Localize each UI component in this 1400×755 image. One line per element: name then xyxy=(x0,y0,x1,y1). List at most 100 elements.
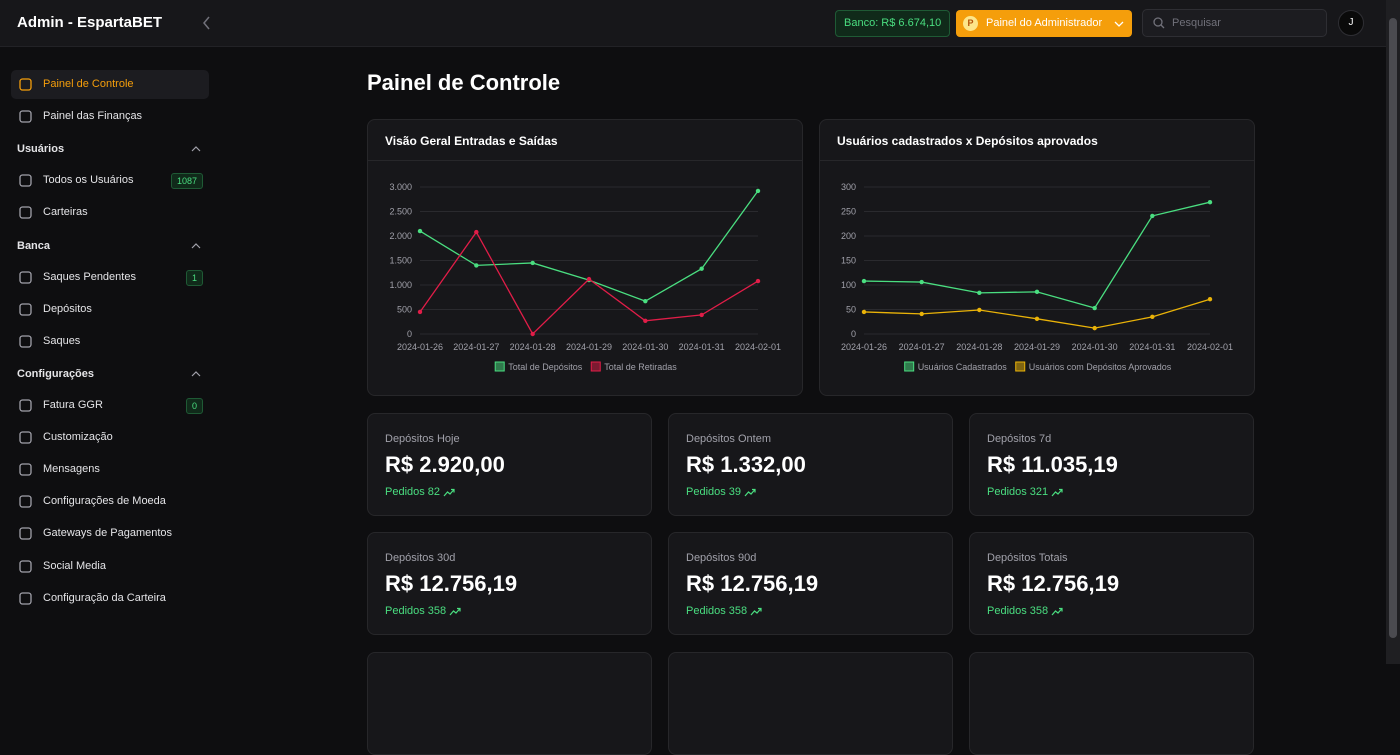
nav-item[interactable]: Depósitos xyxy=(11,295,209,324)
chart-title: Usuários cadastrados x Depósitos aprovad… xyxy=(837,134,1098,148)
card-value: R$ 12.756,19 xyxy=(686,571,819,596)
nav-item[interactable]: Mensagens xyxy=(11,455,209,484)
data-point xyxy=(586,276,592,282)
nav-item[interactable]: Saques xyxy=(11,327,209,356)
legend-label: Usuários Cadastrados xyxy=(918,362,1008,372)
data-point xyxy=(919,279,924,285)
nav-label: Configuração da Carteira xyxy=(43,591,166,604)
section-label: Configurações xyxy=(17,367,95,380)
stat-card-partial xyxy=(969,652,1254,755)
card-orders: Pedidos 358 xyxy=(686,605,748,617)
data-point xyxy=(699,312,704,318)
admin-button[interactable]: P Painel do Administrador xyxy=(956,10,1132,37)
nav-item[interactable]: Todos os Usuários 1087 xyxy=(11,166,209,195)
nav-item[interactable]: Fatura GGR 0 xyxy=(11,391,209,420)
sidebar-section[interactable]: Usuários xyxy=(17,143,203,155)
data-point xyxy=(861,309,867,315)
panel-divider xyxy=(368,160,802,161)
data-point xyxy=(977,290,982,296)
data-point xyxy=(530,331,535,337)
search-placeholder: Pesquisar xyxy=(1172,17,1221,29)
nav-badge: 1087 xyxy=(170,173,203,190)
nav-label: Carteiras xyxy=(43,206,88,219)
card-value: R$ 2.920,00 xyxy=(385,452,505,477)
x-tick-label: 2024-01-29 xyxy=(1014,342,1060,352)
card-label: Depósitos 30d xyxy=(385,552,456,564)
card-orders-row: Pedidos 358 xyxy=(385,605,461,617)
stat-card: Depósitos Totais R$ 12.756,19 Pedidos 358 xyxy=(969,532,1254,635)
x-tick-label: 2024-02-01 xyxy=(1187,342,1233,352)
brand: Admin - EspartaBET xyxy=(17,14,163,31)
nav-item[interactable]: Saques Pendentes 1 xyxy=(11,263,209,292)
nav-badge: 1 xyxy=(185,269,203,286)
search-input[interactable]: Pesquisar xyxy=(1142,9,1327,37)
nav-item[interactable]: Gateways de Pagamentos xyxy=(11,519,209,548)
x-tick-label: 2024-01-26 xyxy=(841,342,887,352)
legend: Total de Depósitos Total de Retiradas xyxy=(494,361,677,372)
nav-item[interactable]: Painel de Controle xyxy=(11,70,209,99)
sidebar-section[interactable]: Configurações xyxy=(17,368,203,380)
data-point xyxy=(474,229,479,235)
data-point xyxy=(755,188,761,194)
data-point xyxy=(861,278,867,284)
series-line xyxy=(863,298,1211,329)
nav-item[interactable]: Configurações de Moeda xyxy=(11,487,209,516)
card-orders: Pedidos 358 xyxy=(987,605,1049,617)
nav-label: Gateways de Pagamentos xyxy=(43,527,173,540)
nav-item[interactable]: Customização xyxy=(11,423,209,452)
data-point xyxy=(699,266,704,271)
x-tick-label: 2024-02-01 xyxy=(735,342,781,352)
data-point xyxy=(1207,199,1213,205)
y-tick-label: 300 xyxy=(841,182,856,192)
y-tick-label: 1.000 xyxy=(389,280,412,290)
nav-label: Painel das Finanças xyxy=(43,110,143,123)
balance-badge: Banco: R$ 6.674,10 xyxy=(835,10,951,37)
nav-label: Social Media xyxy=(43,559,106,572)
x-tick-label: 2024-01-31 xyxy=(1129,342,1175,352)
data-point xyxy=(919,311,924,317)
legend-label: Usuários com Depósitos Aprovados xyxy=(1029,362,1172,372)
admin-button-label: Painel do Administrador xyxy=(986,17,1103,29)
nav-item[interactable]: Painel das Finanças xyxy=(11,102,209,131)
scrollbar[interactable] xyxy=(1386,0,1400,664)
card-label: Depósitos Ontem xyxy=(686,433,771,445)
x-tick-label: 2024-01-28 xyxy=(956,342,1002,352)
nav-item[interactable]: Carteiras xyxy=(11,198,209,227)
x-tick-label: 2024-01-28 xyxy=(510,342,556,352)
legend: Usuários Cadastrados Usuários com Depósit… xyxy=(904,361,1172,372)
x-tick-label: 2024-01-30 xyxy=(1072,342,1118,352)
legend-swatch xyxy=(494,361,505,372)
x-tick-label: 2024-01-26 xyxy=(397,342,443,352)
nav-item[interactable]: Social Media xyxy=(11,552,209,581)
data-point xyxy=(474,263,479,268)
panel-divider xyxy=(820,160,1254,161)
nav-label: Fatura GGR xyxy=(43,399,103,411)
card-orders: Pedidos 82 xyxy=(385,486,441,498)
legend-label: Total de Retiradas xyxy=(604,362,677,372)
chart: 0 500 1.000 1.500 2.000 2.500 3.000 2024-01-26 2… xyxy=(389,182,781,372)
card-orders-row: Pedidos 358 xyxy=(686,605,762,617)
y-tick-label: 500 xyxy=(397,305,412,315)
card-orders-row: Pedidos 358 xyxy=(987,605,1063,617)
sidebar: Painel de Controle Painel das Finanças Usu… xyxy=(0,48,220,664)
data-point xyxy=(1092,325,1097,331)
nav-label: Configurações de Moeda xyxy=(43,495,166,508)
data-point xyxy=(417,228,423,234)
section-label: Usuários xyxy=(17,143,65,156)
nav-label: Depósitos xyxy=(43,302,92,315)
nav-item[interactable]: Configuração da Carteira xyxy=(11,584,209,613)
legend-swatch xyxy=(904,361,915,372)
avatar[interactable]: J xyxy=(1338,10,1364,36)
data-point xyxy=(530,260,535,266)
card-label: Depósitos 7d xyxy=(987,433,1052,445)
nav-label: Saques Pendentes xyxy=(43,270,136,283)
legend-swatch xyxy=(1015,361,1026,372)
data-point xyxy=(1150,314,1155,320)
sidebar-section[interactable]: Banca xyxy=(17,240,203,252)
card-value: R$ 11.035,19 xyxy=(987,452,1118,477)
chart-panel: 0 500 1.000 1.500 2.000 2.500 3.000 2024-01-26 2… xyxy=(367,119,803,396)
collapse-button[interactable] xyxy=(201,15,213,31)
nav-badge: 0 xyxy=(185,398,203,414)
